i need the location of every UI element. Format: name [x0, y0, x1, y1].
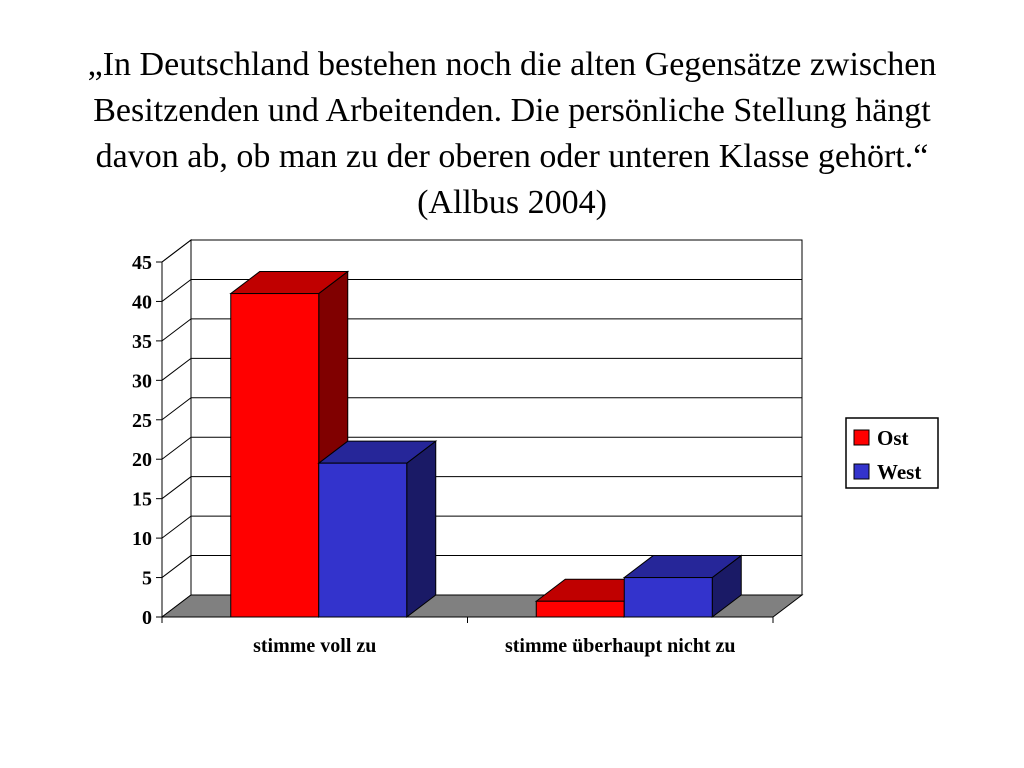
bar-front: [535, 600, 625, 618]
y-tick-label: 0: [142, 607, 152, 629]
gridline: [161, 318, 802, 342]
y-tick-label: 25: [132, 410, 152, 432]
y-tick-label: 45: [132, 252, 152, 274]
bar-front: [318, 462, 408, 618]
chart-legend: Ost West: [845, 417, 939, 489]
chart-gridlines: [161, 239, 802, 578]
x-axis: stimme voll zu stimme überhaupt nicht zu: [161, 616, 774, 657]
legend-label-ost: Ost: [877, 426, 909, 450]
bar-front: [623, 577, 713, 618]
y-tick-label: 35: [132, 331, 152, 353]
y-axis: 0 5 10 15 20 25 30 35 40 45: [132, 252, 163, 629]
gridline: [161, 239, 802, 263]
bar-west-2: [622, 554, 743, 619]
gridline: [161, 436, 802, 460]
legend-swatch-ost: [853, 429, 870, 446]
slide-title: „In Deutschland bestehen noch die alten …: [87, 46, 937, 221]
gridline: [161, 515, 802, 539]
y-tick-label: 10: [132, 528, 152, 550]
gridline: [161, 278, 802, 302]
gridline: [161, 397, 802, 421]
gridline: [161, 476, 802, 500]
gridline: [161, 555, 802, 578]
legend-label-west: West: [877, 460, 921, 484]
y-tick-label: 30: [132, 370, 152, 392]
y-tick-label: 15: [132, 489, 152, 511]
side-wall: [161, 238, 192, 619]
bar-side: [406, 440, 437, 619]
gridline: [161, 357, 802, 381]
x-tick-label: stimme voll zu: [253, 635, 376, 657]
x-tick-label: stimme überhaupt nicht zu: [505, 635, 736, 657]
chart-bars: [229, 270, 743, 619]
legend-swatch-west: [853, 463, 870, 480]
y-tick-label: 5: [142, 568, 152, 590]
bar-front: [230, 293, 320, 618]
bar-west-1: [317, 440, 438, 619]
y-tick-label: 40: [132, 291, 152, 313]
y-tick-label: 20: [132, 449, 152, 471]
